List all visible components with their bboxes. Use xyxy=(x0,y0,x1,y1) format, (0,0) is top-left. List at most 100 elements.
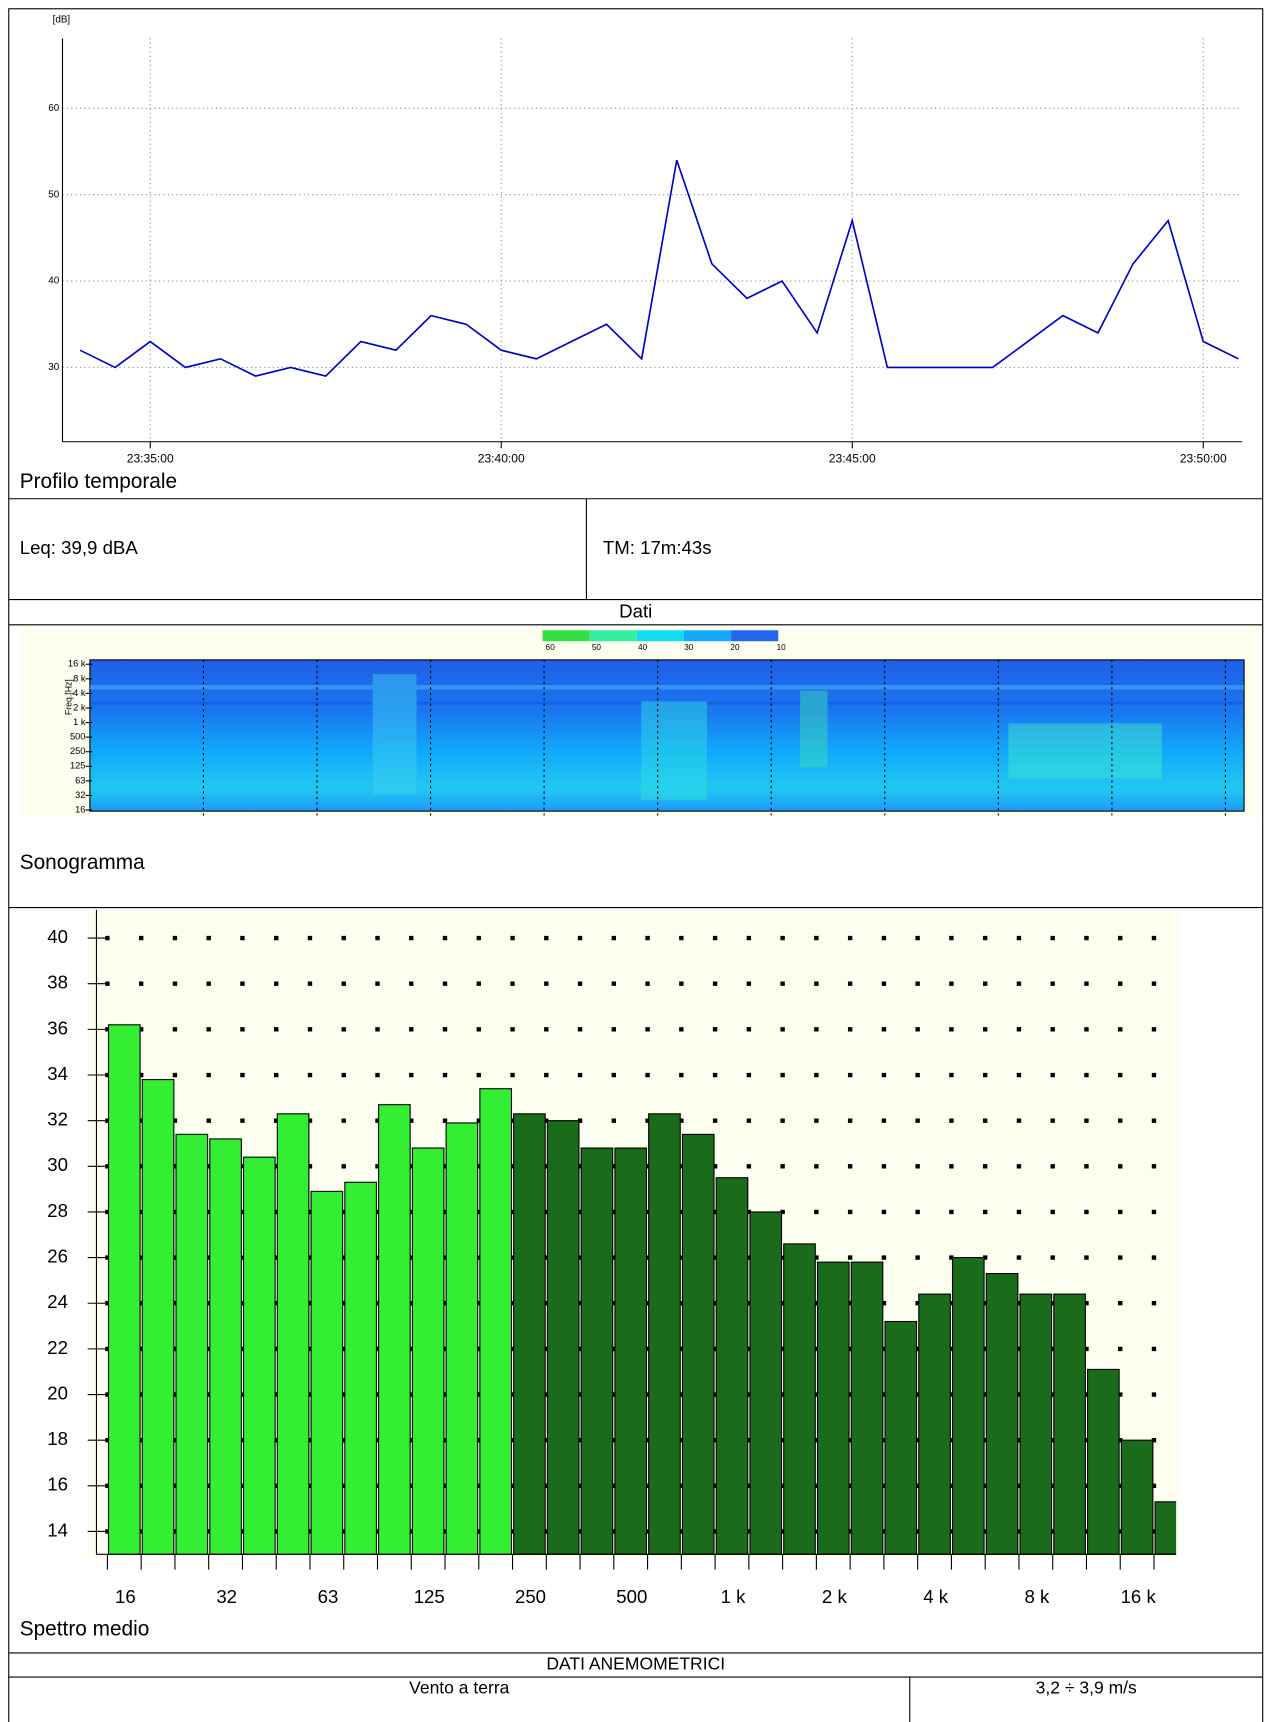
freq-label: 125 xyxy=(70,761,86,771)
freq-label: 8 k xyxy=(73,673,86,683)
bar xyxy=(546,1120,580,1555)
bar xyxy=(310,1190,344,1555)
x-tick-label: 16 xyxy=(115,1586,136,1607)
y-tick-label: 34 xyxy=(47,1063,68,1084)
y-tick-label: 26 xyxy=(47,1246,68,1267)
bar xyxy=(479,1088,512,1555)
colorbar-swatch xyxy=(683,630,732,642)
bar xyxy=(411,1147,445,1555)
y-axis-label: [dB] xyxy=(53,14,71,25)
bar xyxy=(276,1113,310,1555)
colorbar-label: 20 xyxy=(730,643,740,652)
bar xyxy=(445,1122,479,1555)
freq-label: 250 xyxy=(70,746,86,756)
colorbar-swatch xyxy=(589,630,637,642)
bar xyxy=(749,1211,783,1555)
y-tick-label: 60 xyxy=(48,103,59,114)
bar xyxy=(681,1133,715,1555)
bar xyxy=(648,1113,681,1555)
freq-label: 32 xyxy=(75,790,85,800)
bar xyxy=(243,1156,276,1555)
x-tick-label: 125 xyxy=(414,1586,445,1607)
y-tick-label: 14 xyxy=(47,1519,68,1540)
sonogram-image xyxy=(89,659,1245,812)
bar xyxy=(378,1104,411,1555)
y-tick-label: 30 xyxy=(48,362,59,373)
x-tick-label: 4 k xyxy=(923,1586,949,1607)
bar xyxy=(1154,1501,1177,1555)
x-tick-label: 23:40:00 xyxy=(478,451,525,465)
freq-label: 63 xyxy=(75,775,85,785)
y-tick-label: 38 xyxy=(47,972,68,993)
table-frame xyxy=(8,8,1264,1722)
bar xyxy=(107,1024,141,1555)
bar xyxy=(175,1133,209,1555)
y-tick-label: 36 xyxy=(47,1017,68,1038)
colorbar-swatch xyxy=(542,630,590,642)
y-tick-label: 24 xyxy=(47,1291,68,1312)
bar xyxy=(513,1113,546,1555)
level-line xyxy=(79,159,1239,378)
freq-label: 500 xyxy=(70,732,86,742)
y-tick-label: 18 xyxy=(47,1428,68,1449)
freq-label: 4 k xyxy=(73,688,86,698)
y-tick-label: 16 xyxy=(47,1474,68,1495)
x-tick-label: 2 k xyxy=(822,1586,848,1607)
spectrum-title: Spettro medio xyxy=(20,1617,150,1640)
bars xyxy=(107,1024,1177,1555)
bar xyxy=(141,1079,175,1555)
colorbar-label: 50 xyxy=(592,643,602,652)
y-tick-label: 32 xyxy=(47,1109,68,1130)
freq-label: 16 k xyxy=(68,659,86,669)
bar xyxy=(918,1293,951,1555)
anemo-header: DATI ANEMOMETRICI xyxy=(546,1654,725,1674)
freq-label: 2 k xyxy=(73,702,86,712)
bar xyxy=(816,1261,850,1555)
anemo-label: Vento a terra xyxy=(409,1678,510,1698)
bar xyxy=(850,1261,884,1555)
x-tick-label: 1 k xyxy=(721,1586,747,1607)
bar xyxy=(209,1138,242,1555)
leq-value: Leq: 39,9 dBA xyxy=(20,537,139,558)
y-tick-label: 30 xyxy=(47,1154,68,1175)
bar xyxy=(715,1177,749,1555)
tm-value: TM: 17m:43s xyxy=(603,537,712,558)
bar xyxy=(1053,1293,1086,1555)
x-tick-label: 63 xyxy=(318,1586,339,1607)
freq-label: 1 k xyxy=(73,717,86,727)
bar xyxy=(580,1147,614,1555)
sonogram-streaks xyxy=(89,674,1245,801)
x-tick-label: 8 k xyxy=(1024,1586,1050,1607)
profile-title: Profilo temporale xyxy=(20,470,177,493)
y-tick-label: 22 xyxy=(47,1337,68,1358)
colorbar-label: 30 xyxy=(684,643,694,652)
x-tick-label: 250 xyxy=(515,1586,546,1607)
colorbar-label: 10 xyxy=(777,643,787,652)
x-tick-label: 500 xyxy=(616,1586,647,1607)
x-tick-label: 23:35:00 xyxy=(127,451,174,465)
freq-label: 16 xyxy=(75,804,85,814)
bar xyxy=(614,1147,648,1555)
colorbar-label: 40 xyxy=(638,643,648,652)
y-tick-label: 40 xyxy=(48,276,59,287)
bar xyxy=(884,1320,918,1555)
colorbar-label: 60 xyxy=(546,643,556,652)
bar xyxy=(1019,1293,1053,1555)
x-tick-label: 16 k xyxy=(1121,1586,1157,1607)
bar xyxy=(344,1181,377,1555)
x-tick-label: 23:45:00 xyxy=(829,451,876,465)
dati-header: Dati xyxy=(619,601,652,622)
colorbar-swatch xyxy=(636,630,684,642)
y-tick-label: 50 xyxy=(48,189,59,200)
anemo-value: 3,2 ÷ 3,9 m/s xyxy=(1036,1678,1137,1698)
sonogram-title: Sonogramma xyxy=(20,851,145,874)
x-tick-label: 23:50:00 xyxy=(1180,451,1227,465)
colorbar-swatch xyxy=(731,630,779,642)
bar xyxy=(951,1257,985,1555)
y-tick-label: 40 xyxy=(47,926,68,947)
bar xyxy=(1120,1439,1154,1555)
bar xyxy=(1087,1368,1120,1555)
sonogram-axis-label: Freq.[Hz] xyxy=(63,679,73,715)
y-tick-label: 20 xyxy=(47,1382,68,1403)
